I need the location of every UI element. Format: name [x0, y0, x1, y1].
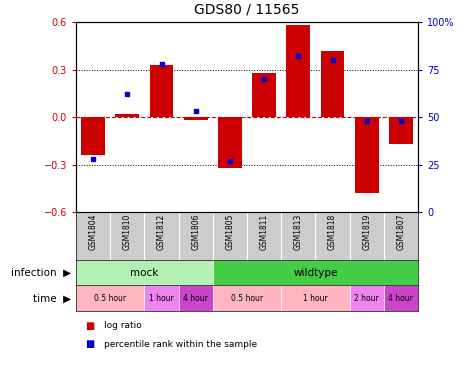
- Text: GSM1813: GSM1813: [294, 214, 303, 250]
- Bar: [76, 260, 213, 285]
- Text: GSM1819: GSM1819: [362, 214, 371, 250]
- Text: GSM1804: GSM1804: [89, 214, 97, 250]
- Text: wildtype: wildtype: [293, 268, 338, 278]
- Bar: [213, 285, 281, 311]
- Bar: [184, 117, 208, 120]
- Text: GSM1806: GSM1806: [191, 214, 200, 250]
- Bar: [115, 114, 139, 117]
- Text: mock: mock: [130, 268, 159, 278]
- Bar: [286, 25, 310, 117]
- Text: time  ▶: time ▶: [33, 293, 71, 303]
- Bar: [350, 285, 384, 311]
- Bar: [213, 260, 418, 285]
- Text: 1 hour: 1 hour: [149, 294, 174, 303]
- Text: ■: ■: [86, 339, 95, 349]
- Text: GSM1812: GSM1812: [157, 214, 166, 250]
- Text: 4 hour: 4 hour: [183, 294, 208, 303]
- Bar: [81, 117, 105, 155]
- Text: 2 hour: 2 hour: [354, 294, 379, 303]
- Bar: [321, 51, 344, 117]
- Text: 4 hour: 4 hour: [389, 294, 413, 303]
- Bar: [144, 285, 179, 311]
- Text: GDS80 / 11565: GDS80 / 11565: [194, 3, 300, 16]
- Bar: [384, 285, 418, 311]
- Text: GSM1805: GSM1805: [226, 214, 234, 250]
- Text: GSM1810: GSM1810: [123, 214, 132, 250]
- Text: percentile rank within the sample: percentile rank within the sample: [104, 340, 257, 348]
- Bar: [150, 65, 173, 117]
- Text: 0.5 hour: 0.5 hour: [94, 294, 126, 303]
- Text: ■: ■: [86, 321, 95, 331]
- Bar: [252, 73, 276, 117]
- Text: GSM1811: GSM1811: [260, 214, 268, 250]
- Text: GSM1807: GSM1807: [397, 214, 405, 250]
- Bar: [389, 117, 413, 144]
- Text: log ratio: log ratio: [104, 321, 142, 330]
- Bar: [355, 117, 379, 193]
- Text: infection  ▶: infection ▶: [11, 268, 71, 278]
- Text: 0.5 hour: 0.5 hour: [231, 294, 263, 303]
- Bar: [76, 285, 144, 311]
- Text: 1 hour: 1 hour: [303, 294, 328, 303]
- Text: GSM1818: GSM1818: [328, 214, 337, 250]
- Bar: [218, 117, 242, 168]
- Bar: [179, 285, 213, 311]
- Bar: [281, 285, 350, 311]
